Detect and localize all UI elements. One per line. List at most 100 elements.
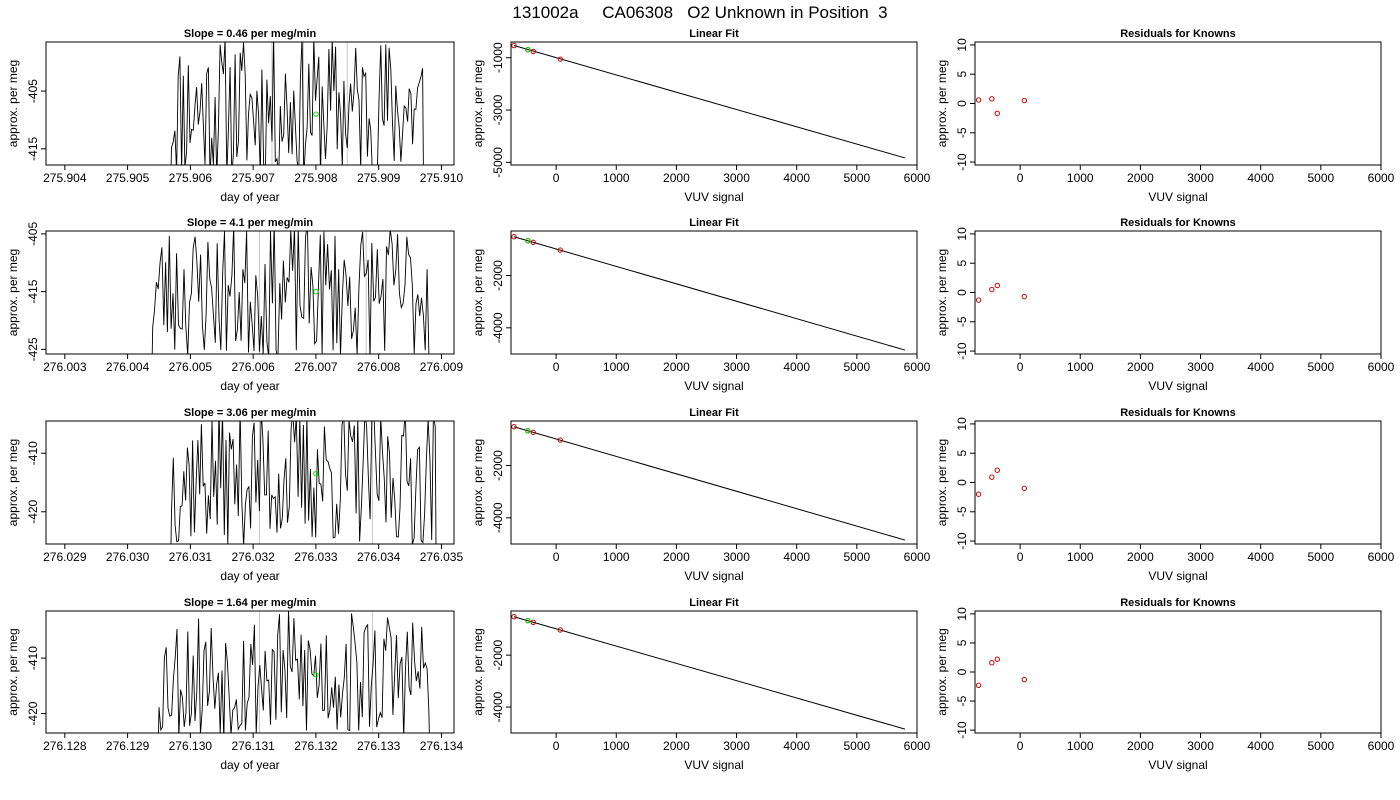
row3-linearfit-data-point <box>525 428 531 434</box>
row4-linearfit-panel: Linear Fit VUV signal approx. per meg 0 1000… <box>471 597 931 772</box>
row1-linearfit-y-tick-label: -5000 <box>491 147 505 178</box>
row3-residuals-y-tick-label: 0 <box>955 479 969 486</box>
row1-linearfit-data-point <box>511 42 517 49</box>
row2-linearfit-x-tick-label: 1000 <box>603 360 630 374</box>
row2-timeseries-x-tick-label: 276.009 <box>420 360 464 374</box>
row2-residuals-y-tick-label: 5 <box>955 260 969 267</box>
row2-residuals-y-tick-label: 0 <box>955 289 969 296</box>
row3-linearfit-y-tick-label: -2000 <box>491 450 505 481</box>
row4-timeseries-y-label: approx. per meg <box>6 628 20 715</box>
row4-linearfit-title: Linear Fit <box>689 597 739 609</box>
row2-residuals-data-point <box>989 286 995 293</box>
row4-residuals-x-tick-label: 1000 <box>1067 739 1094 753</box>
row1-linearfit-x-tick-label: 6000 <box>904 171 931 185</box>
row2-linearfit-frame <box>510 230 918 355</box>
row3-timeseries-x-tick-label: 276.035 <box>420 550 464 564</box>
row1-linearfit-data-point <box>530 48 536 55</box>
row2-timeseries-series-line <box>151 231 430 354</box>
row2-residuals-x-tick-label: 6000 <box>1368 360 1395 374</box>
row2-linearfit-data-point <box>525 238 531 244</box>
row1-timeseries-x-tick-label: 275.906 <box>169 171 213 185</box>
row2-linearfit-data-point <box>511 234 517 240</box>
row3-timeseries-title: Slope = 3.06 per meg/min <box>184 407 317 419</box>
row1-residuals-y-tick-label: 0 <box>955 100 969 107</box>
row3-timeseries-panel: Slope = 3.06 per meg/min day of year appro… <box>6 407 463 583</box>
row3-timeseries-x-tick-label: 276.034 <box>357 550 401 564</box>
row1-residuals-title: Residuals for Knowns <box>1120 28 1236 40</box>
row4-residuals-y-tick-label: -5 <box>955 695 969 706</box>
row1-residuals-x-tick-label: 1000 <box>1067 171 1094 185</box>
row4-linearfit-fit-line <box>513 616 906 730</box>
row1-timeseries-x-tick-label: 275.909 <box>357 171 401 185</box>
row2-linearfit-data-point <box>557 247 564 253</box>
row3-linearfit-x-tick-label: 5000 <box>844 550 871 564</box>
row4-linearfit-y-label: approx. per meg <box>471 628 485 715</box>
row1-residuals-x-tick-label: 6000 <box>1368 171 1395 185</box>
row1-residuals-y-tick-label: 10 <box>955 38 969 52</box>
row2-residuals-title: Residuals for Knowns <box>1120 217 1236 229</box>
row1-residuals-data-point <box>994 110 1000 117</box>
page-title: 131002a CA06308 O2 Unknown in Position 3 <box>512 3 888 22</box>
row2-residuals-x-tick-label: 1000 <box>1067 360 1094 374</box>
row3-linearfit-data-point <box>530 429 536 436</box>
row1-residuals-y-tick-label: -10 <box>955 153 969 171</box>
row2-timeseries-x-tick-label: 276.003 <box>43 360 87 374</box>
row2-timeseries-x-label: day of year <box>220 379 279 393</box>
row1-residuals-data-point <box>975 97 982 103</box>
row4-residuals-x-tick-label: 6000 <box>1368 739 1395 753</box>
row2-residuals-x-label: VUV signal <box>1148 379 1207 393</box>
row4-linearfit-x-tick-label: 0 <box>553 739 560 753</box>
row4-timeseries-x-tick-label: 276.132 <box>294 739 338 753</box>
row3-linearfit-x-tick-label: 2000 <box>663 550 690 564</box>
row1-residuals-x-tick-label: 5000 <box>1308 171 1335 185</box>
row2-linearfit-fit-line <box>513 236 906 351</box>
row3-linearfit-x-tick-label: 4000 <box>783 550 810 564</box>
row2-residuals-panel: Residuals for Knowns VUV signal approx. pe… <box>935 217 1395 393</box>
row4-linearfit-x-tick-label: 4000 <box>783 739 810 753</box>
row3-residuals-y-tick-label: 10 <box>955 417 969 431</box>
row2-residuals-frame <box>974 230 1382 355</box>
row2-linearfit-x-tick-label: 5000 <box>844 360 871 374</box>
row2-linearfit-x-tick-label: 3000 <box>723 360 750 374</box>
row2-timeseries-y-tick-label: -405 <box>26 222 40 246</box>
row4-timeseries-x-tick-label: 276.128 <box>43 739 87 753</box>
row2-linearfit-plot-area <box>511 234 906 351</box>
row1-residuals-data-point <box>1021 97 1028 104</box>
row1-timeseries-x-tick-label: 275.910 <box>420 171 464 185</box>
row2-residuals-x-tick-label: 5000 <box>1308 360 1335 374</box>
row1-residuals-y-tick-label: -5 <box>955 127 969 138</box>
row4-residuals-plot-area <box>975 656 1028 689</box>
row1-timeseries-marker-point <box>313 111 319 117</box>
row1-linearfit-plot-area <box>511 42 906 159</box>
row1-linearfit-x-tick-label: 5000 <box>844 171 871 185</box>
row1-timeseries-y-label: approx. per meg <box>6 60 20 147</box>
row3-timeseries-x-label: day of year <box>220 569 279 583</box>
row4-residuals-x-tick-label: 5000 <box>1308 739 1335 753</box>
row1-linearfit-y-label: approx. per meg <box>471 60 485 147</box>
row3-timeseries-plot-area <box>170 421 437 544</box>
row3-timeseries-x-tick-label: 276.030 <box>106 550 150 564</box>
row1-residuals-x-tick-label: 2000 <box>1127 171 1154 185</box>
row4-residuals-x-tick-label: 0 <box>1017 739 1024 753</box>
row4-timeseries-panel: Slope = 1.64 per meg/min day of year appro… <box>6 597 463 772</box>
row1-linearfit-x-tick-label: 2000 <box>663 171 690 185</box>
row1-linearfit-data-point <box>557 56 564 62</box>
row2-residuals-data-point <box>975 297 982 303</box>
row2-residuals-y-tick-label: 10 <box>955 227 969 241</box>
row1-linearfit-x-label: VUV signal <box>684 190 743 204</box>
row4-linearfit-x-tick-label: 6000 <box>904 739 931 753</box>
row1-linearfit-x-tick-label: 4000 <box>783 171 810 185</box>
row4-residuals-data-point <box>994 656 1000 662</box>
row3-residuals-panel: Residuals for Knowns VUV signal approx. pe… <box>935 407 1395 583</box>
row4-linearfit-y-tick-label: -4000 <box>491 691 505 722</box>
row2-linearfit-title: Linear Fit <box>689 217 739 229</box>
row3-residuals-y-label: approx. per meg <box>935 439 949 526</box>
row3-timeseries-x-tick-label: 276.033 <box>294 550 338 564</box>
row3-linearfit-frame <box>510 420 918 545</box>
row3-residuals-x-tick-label: 1000 <box>1067 550 1094 564</box>
row2-timeseries-y-label: approx. per meg <box>6 249 20 336</box>
row2-residuals-data-point <box>1021 293 1028 300</box>
row2-linearfit-x-tick-label: 4000 <box>783 360 810 374</box>
row2-timeseries-x-tick-label: 276.004 <box>106 360 150 374</box>
row1-linearfit-data-point <box>525 46 531 53</box>
